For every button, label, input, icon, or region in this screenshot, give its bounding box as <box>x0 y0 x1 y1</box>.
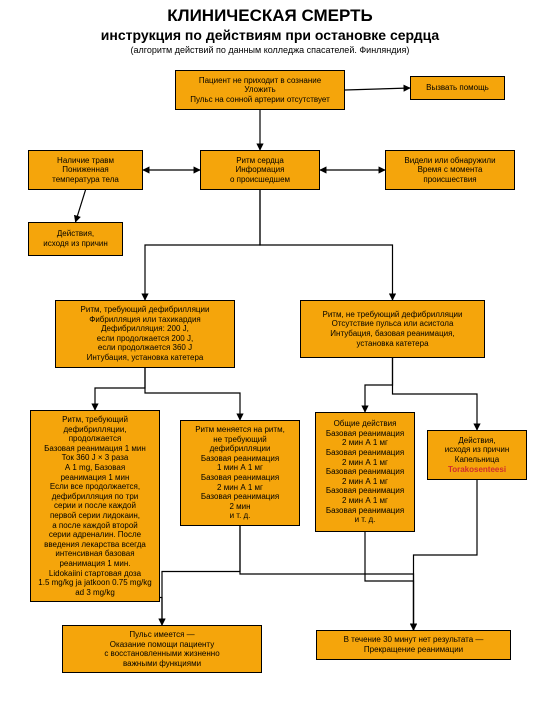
flow-node-n12: Действия,исходя из причинКапельницаTorak… <box>427 430 527 480</box>
edge-n7-n9 <box>95 366 145 410</box>
flow-node-n4: Ритм сердцаИнформацияо происшедшем <box>200 150 320 190</box>
flow-node-n11: Общие действияБазовая реанимация2 мин А … <box>315 412 415 532</box>
edge-n4-n8 <box>260 190 393 300</box>
flow-node-n9: Ритм, требующийдефибрилляции,продолжаетс… <box>30 410 160 602</box>
edge-n11-n14 <box>365 532 414 630</box>
subtitle: инструкция по действиям при остановке се… <box>0 26 540 43</box>
flow-node-n14: В течение 30 минут нет результата —Прекр… <box>316 630 511 660</box>
edge-n3-n6 <box>76 190 86 222</box>
flow-node-n6: Действия,исходя из причин <box>28 222 123 256</box>
flow-node-n3: Наличие травмПониженнаятемпература тела <box>28 150 143 190</box>
edge-n10-n14 <box>240 518 414 630</box>
edge-n1-n2 <box>345 88 410 90</box>
flow-node-n2: Вызвать помощь <box>410 76 505 100</box>
flow-node-n10: Ритм меняется на ритм,не требующийдефибр… <box>180 420 300 526</box>
note: (алгоритм действий по данным колледжа сп… <box>0 43 540 55</box>
main-title: КЛИНИЧЕСКАЯ СМЕРТЬ <box>0 0 540 26</box>
edge-n8-n11 <box>365 358 393 412</box>
flow-node-n1: Пациент не приходит в сознаниеУложитьПул… <box>175 70 345 110</box>
flow-node-n7: Ритм, требующий дефибрилляцииФибрилляция… <box>55 300 235 368</box>
edge-n12-n14 <box>414 480 478 630</box>
flow-node-n5: Видели или обнаружилиВремя с моментапрои… <box>385 150 515 190</box>
flow-node-n13: Пульс имеется —Оказание помощи пациентус… <box>62 625 262 673</box>
edge-n10-n13 <box>162 518 240 625</box>
edge-n4-n7 <box>145 190 260 300</box>
flow-node-n8: Ритм, не требующий дефибрилляцииОтсутств… <box>300 300 485 358</box>
